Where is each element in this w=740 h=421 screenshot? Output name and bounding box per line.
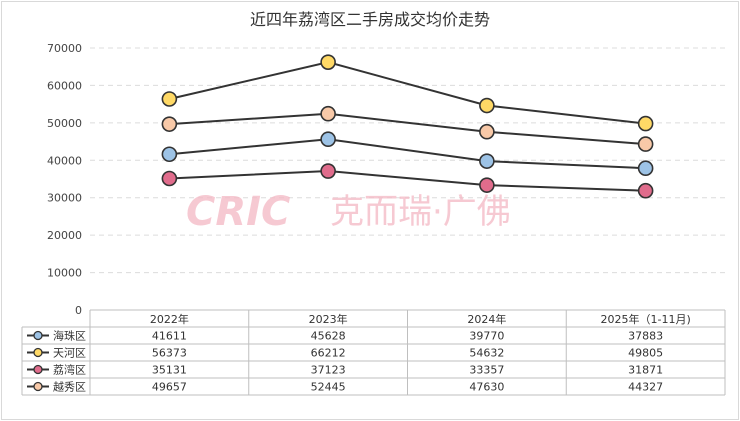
data-label: 37123	[311, 364, 346, 377]
legend-marker	[33, 364, 43, 375]
data-point	[637, 115, 654, 132]
data-point	[479, 177, 495, 193]
legend-label: 荔湾区	[53, 363, 86, 377]
data-point	[161, 170, 178, 187]
y-tick-label: 30000	[47, 192, 82, 205]
data-label: 49805	[628, 347, 663, 360]
chart-title: 近四年荔湾区二手房成交均价走势	[250, 10, 490, 29]
data-point	[479, 97, 495, 114]
data-point	[320, 54, 336, 70]
x-tick-label: 2025年（1-11月)	[600, 312, 690, 326]
legend-label: 天河区	[53, 347, 86, 360]
x-tick-label: 2023年	[309, 312, 348, 326]
data-point	[161, 91, 178, 107]
data-label: 31871	[628, 364, 663, 377]
series-line-3	[169, 170, 646, 192]
data-label: 35131	[152, 364, 187, 377]
legend-marker	[33, 347, 43, 358]
data-label: 47630	[469, 381, 504, 394]
y-tick-label: 50000	[47, 117, 82, 130]
data-label: 49657	[152, 381, 187, 394]
data-point	[320, 163, 336, 179]
series-lines	[169, 61, 646, 192]
y-tick-label: 0	[75, 304, 82, 317]
data-point	[637, 136, 654, 152]
data-table: 2022年 2023年 2024年 2025年（1-11月) 海珠区 41611 45628…	[21, 310, 726, 396]
legend-marker	[33, 381, 43, 392]
y-tick-label: 60000	[47, 79, 82, 92]
data-label: 45628	[311, 330, 346, 343]
series-line-1	[169, 138, 646, 170]
y-tick-label: 40000	[47, 154, 82, 167]
watermark-logo: CRIC	[186, 189, 290, 235]
data-point	[479, 153, 495, 169]
legend-label: 越秀区	[53, 380, 86, 394]
x-tick-label: 2024年	[467, 312, 506, 326]
data-label: 52445	[311, 381, 346, 394]
y-tick-label: 10000	[47, 267, 82, 280]
data-label: 33357	[469, 364, 504, 377]
data-label: 54632	[469, 347, 504, 360]
watermark-text: 克而瑞·广佛	[330, 192, 511, 232]
watermark: CRIC 克而瑞·广佛	[186, 189, 511, 235]
data-point	[637, 182, 654, 199]
data-label: 66212	[311, 347, 346, 360]
y-tick-label: 70000	[47, 42, 82, 55]
series-points	[161, 54, 654, 199]
series-line-2	[169, 61, 646, 125]
y-axis-ticks: 0 10000 20000 30000 40000 50000 60000 70000	[47, 42, 82, 317]
data-label: 44327	[628, 381, 663, 394]
legend-marker	[33, 330, 43, 341]
x-tick-label: 2022年	[150, 312, 189, 326]
y-tick-label: 20000	[47, 229, 82, 242]
data-point	[320, 131, 336, 148]
data-label: 56373	[152, 347, 187, 360]
data-label: 41611	[152, 330, 187, 343]
data-label: 39770	[469, 330, 504, 343]
data-label: 37883	[628, 330, 663, 343]
series-line-4	[169, 112, 646, 146]
data-point	[637, 160, 654, 177]
data-point	[479, 123, 495, 140]
data-point	[320, 105, 336, 122]
data-point	[161, 116, 178, 132]
data-point	[161, 146, 178, 163]
legend-label: 海珠区	[53, 329, 86, 343]
